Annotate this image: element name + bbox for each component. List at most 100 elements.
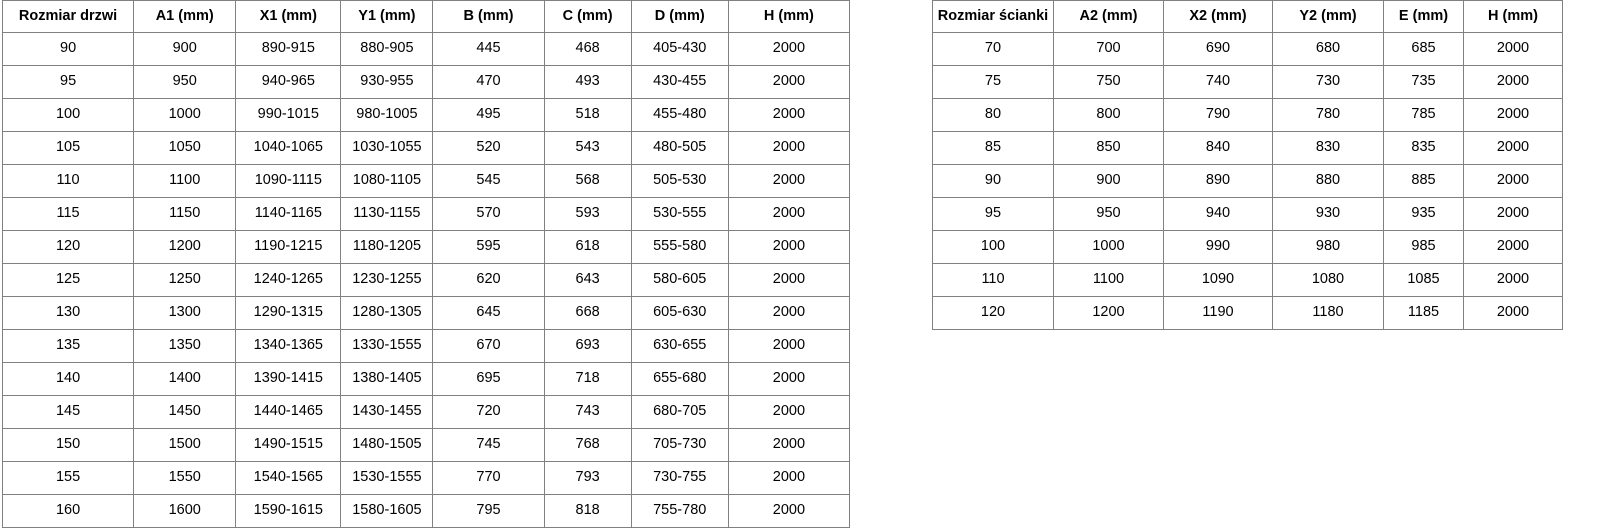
doors-value-cell: 743 bbox=[543, 395, 632, 429]
doors-value-cell: 670 bbox=[432, 329, 545, 363]
doors-value-cell: 1590-1615 bbox=[235, 494, 342, 528]
doors-header-row: Rozmiar drzwi A1 (mm) X1 (mm) Y1 (mm) B (mm)… bbox=[1, 0, 851, 33]
doors-value-cell: 1240-1265 bbox=[235, 263, 342, 297]
walls-size-cell: 75 bbox=[932, 65, 1054, 99]
doors-value-cell: 1490-1515 bbox=[235, 428, 342, 462]
doors-value-cell: 1080-1105 bbox=[340, 164, 434, 198]
doors-value-cell: 2000 bbox=[727, 461, 851, 495]
table-row: 85 850 840 830 835 2000 bbox=[932, 131, 1563, 165]
table-row: 90 900 890-915 880-905 445 468 405-430 2000 bbox=[1, 32, 851, 66]
walls-value-cell: 790 bbox=[1163, 98, 1273, 132]
doors-value-cell: 1440-1465 bbox=[235, 395, 342, 429]
table-row: 110 1100 1090 1080 1085 2000 bbox=[932, 263, 1563, 297]
doors-column-header: B (mm) bbox=[432, 0, 545, 33]
doors-value-cell: 1140-1165 bbox=[235, 197, 342, 231]
walls-value-cell: 2000 bbox=[1463, 65, 1563, 99]
walls-value-cell: 880 bbox=[1272, 164, 1384, 198]
doors-value-cell: 680-705 bbox=[630, 395, 729, 429]
doors-value-cell: 1030-1055 bbox=[340, 131, 434, 165]
walls-value-cell: 740 bbox=[1163, 65, 1273, 99]
walls-value-cell: 2000 bbox=[1463, 32, 1563, 66]
walls-size-cell: 85 bbox=[932, 131, 1054, 165]
walls-value-cell: 685 bbox=[1383, 32, 1464, 66]
doors-size-cell: 120 bbox=[1, 230, 135, 264]
doors-value-cell: 2000 bbox=[727, 329, 851, 363]
doors-table-header: Rozmiar drzwi A1 (mm) X1 (mm) Y1 (mm) B (mm)… bbox=[1, 0, 851, 33]
walls-value-cell: 1190 bbox=[1163, 296, 1273, 330]
table-row: 155 1550 1540-1565 1530-1555 770 793 730-755 20… bbox=[1, 461, 851, 495]
walls-value-cell: 785 bbox=[1383, 98, 1464, 132]
walls-value-cell: 900 bbox=[1053, 164, 1164, 198]
walls-size-cell: 120 bbox=[932, 296, 1054, 330]
doors-table-body: 90 900 890-915 880-905 445 468 405-430 2000 95 95… bbox=[1, 32, 851, 528]
walls-value-cell: 1100 bbox=[1053, 263, 1164, 297]
doors-value-cell: 693 bbox=[543, 329, 632, 363]
walls-column-header: A2 (mm) bbox=[1053, 0, 1164, 33]
walls-value-cell: 680 bbox=[1272, 32, 1384, 66]
doors-column-header: Y1 (mm) bbox=[340, 0, 434, 33]
table-row: 105 1050 1040-1065 1030-1055 520 543 480-505 20… bbox=[1, 131, 851, 165]
walls-size-cell: 90 bbox=[932, 164, 1054, 198]
doors-value-cell: 580-605 bbox=[630, 263, 729, 297]
walls-value-cell: 950 bbox=[1053, 197, 1164, 231]
doors-value-cell: 645 bbox=[432, 296, 545, 330]
walls-value-cell: 690 bbox=[1163, 32, 1273, 66]
doors-value-cell: 1000 bbox=[133, 98, 237, 132]
table-row: 125 1250 1240-1265 1230-1255 620 643 580-605 20… bbox=[1, 263, 851, 297]
walls-dimensions-table-container: Rozmiar ścianki A2 (mm) X2 (mm) Y2 (mm) E (m… bbox=[932, 0, 1563, 330]
walls-size-cell: 95 bbox=[932, 197, 1054, 231]
walls-value-cell: 840 bbox=[1163, 131, 1273, 165]
table-row: 145 1450 1440-1465 1430-1455 720 743 680-705 20… bbox=[1, 395, 851, 429]
table-row: 120 1200 1190 1180 1185 2000 bbox=[932, 296, 1563, 330]
doors-value-cell: 1340-1365 bbox=[235, 329, 342, 363]
doors-value-cell: 470 bbox=[432, 65, 545, 99]
doors-value-cell: 2000 bbox=[727, 296, 851, 330]
walls-size-cell: 70 bbox=[932, 32, 1054, 66]
doors-value-cell: 990-1015 bbox=[235, 98, 342, 132]
walls-value-cell: 800 bbox=[1053, 98, 1164, 132]
doors-value-cell: 890-915 bbox=[235, 32, 342, 66]
doors-size-cell: 155 bbox=[1, 461, 135, 495]
table-row: 70 700 690 680 685 2000 bbox=[932, 32, 1563, 66]
doors-value-cell: 630-655 bbox=[630, 329, 729, 363]
table-row: 150 1500 1490-1515 1480-1505 745 768 705-730 20… bbox=[1, 428, 851, 462]
doors-size-cell: 95 bbox=[1, 65, 135, 99]
doors-dimensions-table-container: Rozmiar drzwi A1 (mm) X1 (mm) Y1 (mm) B (mm)… bbox=[1, 0, 851, 528]
doors-value-cell: 468 bbox=[543, 32, 632, 66]
walls-value-cell: 735 bbox=[1383, 65, 1464, 99]
doors-value-cell: 768 bbox=[543, 428, 632, 462]
doors-value-cell: 1530-1555 bbox=[340, 461, 434, 495]
walls-value-cell: 935 bbox=[1383, 197, 1464, 231]
doors-value-cell: 495 bbox=[432, 98, 545, 132]
doors-value-cell: 2000 bbox=[727, 395, 851, 429]
doors-value-cell: 2000 bbox=[727, 98, 851, 132]
doors-size-cell: 140 bbox=[1, 362, 135, 396]
doors-value-cell: 1330-1555 bbox=[340, 329, 434, 363]
walls-dimensions-table: Rozmiar ścianki A2 (mm) X2 (mm) Y2 (mm) E (m… bbox=[932, 0, 1563, 330]
walls-value-cell: 1180 bbox=[1272, 296, 1384, 330]
walls-size-cell: 110 bbox=[932, 263, 1054, 297]
doors-value-cell: 2000 bbox=[727, 32, 851, 66]
doors-size-cell: 125 bbox=[1, 263, 135, 297]
doors-value-cell: 505-530 bbox=[630, 164, 729, 198]
doors-value-cell: 720 bbox=[432, 395, 545, 429]
doors-value-cell: 480-505 bbox=[630, 131, 729, 165]
doors-value-cell: 793 bbox=[543, 461, 632, 495]
doors-value-cell: 1250 bbox=[133, 263, 237, 297]
walls-value-cell: 2000 bbox=[1463, 197, 1563, 231]
doors-value-cell: 730-755 bbox=[630, 461, 729, 495]
walls-value-cell: 2000 bbox=[1463, 263, 1563, 297]
walls-value-cell: 750 bbox=[1053, 65, 1164, 99]
doors-value-cell: 940-965 bbox=[235, 65, 342, 99]
doors-value-cell: 1500 bbox=[133, 428, 237, 462]
doors-value-cell: 1090-1115 bbox=[235, 164, 342, 198]
walls-value-cell: 1000 bbox=[1053, 230, 1164, 264]
doors-value-cell: 1190-1215 bbox=[235, 230, 342, 264]
table-row: 95 950 940-965 930-955 470 493 430-455 2000 bbox=[1, 65, 851, 99]
walls-value-cell: 830 bbox=[1272, 131, 1384, 165]
walls-value-cell: 985 bbox=[1383, 230, 1464, 264]
walls-value-cell: 2000 bbox=[1463, 131, 1563, 165]
doors-value-cell: 620 bbox=[432, 263, 545, 297]
walls-column-header: Rozmiar ścianki bbox=[932, 0, 1054, 33]
doors-size-cell: 160 bbox=[1, 494, 135, 528]
